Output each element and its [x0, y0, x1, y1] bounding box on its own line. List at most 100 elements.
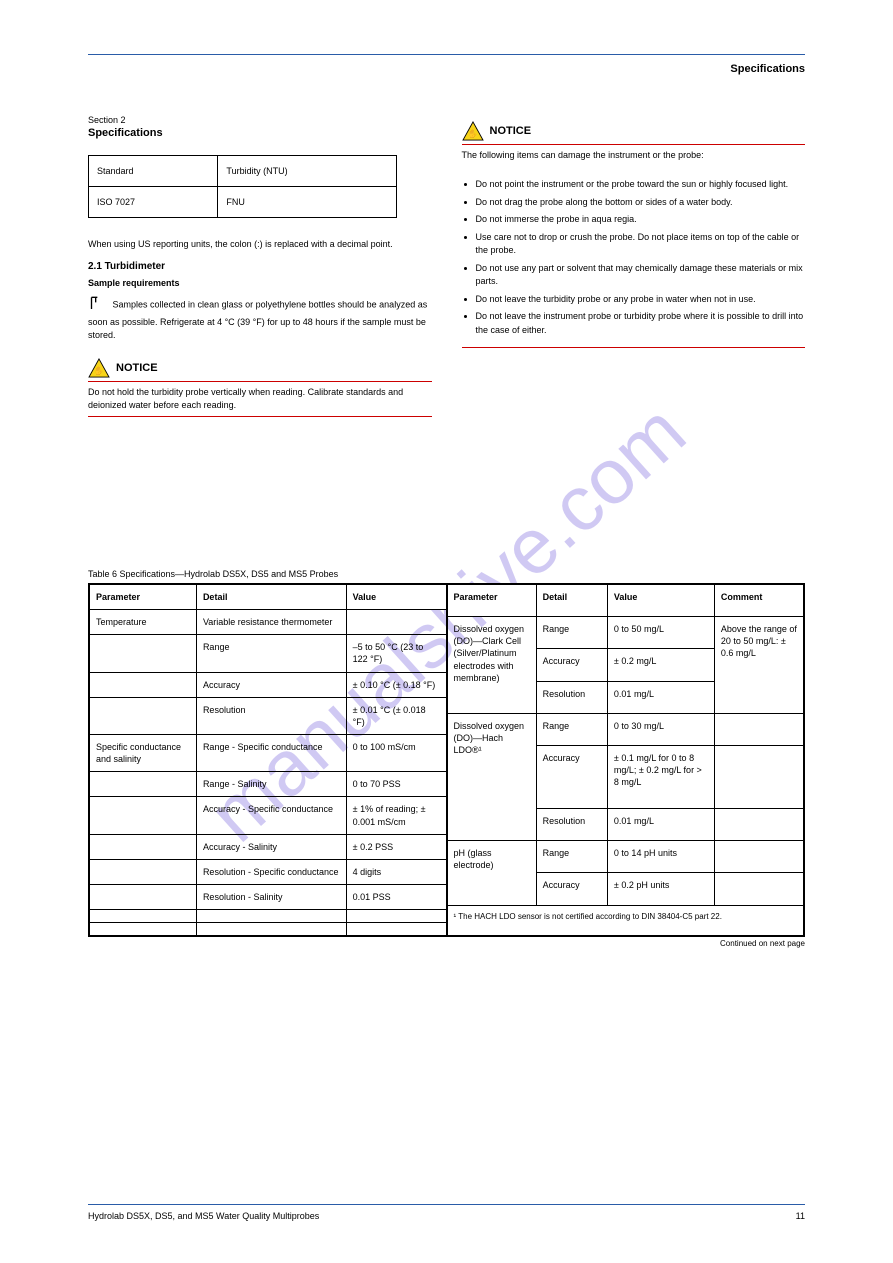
- table-row: Resolution - Specific conductance4 digit…: [90, 859, 447, 884]
- cell: Range: [536, 713, 607, 745]
- cell: [90, 923, 197, 936]
- notice-body: Do not hold the turbidity probe vertical…: [88, 386, 432, 412]
- table-row: Parameter Detail Value Comment: [447, 585, 804, 617]
- cell: [90, 672, 197, 697]
- col-header: Parameter: [90, 585, 197, 610]
- list-item: Do not leave the instrument probe or tur…: [476, 310, 806, 337]
- table-row: Specific conductance and salinityRange -…: [90, 734, 447, 771]
- col-header: Detail: [536, 585, 607, 617]
- red-rule: [462, 347, 806, 348]
- cell: ± 0.2 mg/L: [607, 649, 714, 681]
- intro-paragraph: When using US reporting units, the colon…: [88, 238, 432, 251]
- top-rule: [88, 54, 805, 55]
- cell: [714, 713, 803, 745]
- cell: Specific conductance and salinity: [90, 734, 197, 771]
- cell: Resolution - Salinity: [196, 884, 346, 909]
- cell: Range: [536, 841, 607, 873]
- table-row: Resolution - Salinity0.01 PSS: [90, 884, 447, 909]
- cell: [90, 772, 197, 797]
- warning-icon: ✋: [462, 121, 484, 141]
- footnote-cell: ¹ The HACH LDO sensor is not certified a…: [447, 905, 804, 935]
- notice-label: NOTICE: [490, 125, 532, 137]
- table-row: Dissolved oxygen (DO)—Clark Cell (Silver…: [447, 617, 804, 649]
- cell: [714, 745, 803, 808]
- cell: –5 to 50 °C (23 to 122 °F): [346, 635, 446, 672]
- red-rule: [462, 144, 806, 145]
- right-column: ✋ NOTICE The following items can damage …: [462, 115, 806, 555]
- section-title: Specifications: [88, 127, 432, 139]
- cell: Range - Salinity: [196, 772, 346, 797]
- cell: Accuracy: [196, 672, 346, 697]
- specs-tables: Parameter Detail Value TemperatureVariab…: [88, 583, 805, 937]
- turbidimeter-heading: 2.1 Turbidimeter: [88, 261, 432, 272]
- red-rule: [88, 381, 432, 382]
- cell: [714, 809, 803, 841]
- cell: Accuracy: [536, 873, 607, 905]
- sample-req-text: Samples collected in clean glass or poly…: [88, 299, 427, 340]
- cell: [90, 635, 197, 672]
- cell: Above the range of 20 to 50 mg/L: ± 0.6 …: [714, 617, 803, 714]
- table-row: ¹ The HACH LDO sensor is not certified a…: [447, 905, 804, 935]
- cell: Dissolved oxygen (DO)—Hach LDO®¹: [447, 713, 536, 841]
- cell: Range: [536, 617, 607, 649]
- spec-table-right: Parameter Detail Value Comment Dissolved…: [447, 584, 805, 936]
- cell: ± 0.01 °C (± 0.018 °F): [346, 697, 446, 734]
- cell: Temperature: [90, 610, 197, 635]
- footer-row: Hydrolab DS5X, DS5, and MS5 Water Qualit…: [88, 1211, 805, 1221]
- cell: Standard: [89, 156, 218, 187]
- cell: [90, 859, 197, 884]
- table-row: Dissolved oxygen (DO)—Hach LDO®¹ Range 0…: [447, 713, 804, 745]
- cell: Accuracy: [536, 745, 607, 808]
- cell: Range - Specific conductance: [196, 734, 346, 771]
- table-row: ISO 7027 FNU: [89, 187, 397, 218]
- list-item: Do not leave the turbidity probe or any …: [476, 293, 806, 307]
- col-header: Detail: [196, 585, 346, 610]
- notice-left: ✋ NOTICE Do not hold the turbidity probe…: [88, 358, 432, 417]
- cell: [346, 610, 446, 635]
- cell: 0.01 PSS: [346, 884, 446, 909]
- footer-page-number: 11: [796, 1211, 805, 1221]
- cell: pH (glass electrode): [447, 841, 536, 905]
- svg-text:✋: ✋: [467, 128, 477, 138]
- cell: [346, 923, 446, 936]
- notice-head: ✋ NOTICE: [88, 358, 432, 378]
- cell: 0.01 mg/L: [607, 809, 714, 841]
- page-content: Specifications Section 2 Specifications …: [0, 0, 893, 988]
- cell: [90, 910, 197, 923]
- section-label: Section 2: [88, 115, 432, 125]
- cell: FNU: [218, 187, 397, 218]
- cell: Accuracy: [536, 649, 607, 681]
- col-header: Parameter: [447, 585, 536, 617]
- table6-label: Table 6 Specifications—Hydrolab DS5X, DS…: [88, 569, 805, 579]
- notice-label: NOTICE: [116, 362, 158, 374]
- cell: [714, 873, 803, 905]
- grades-table: Standard Turbidity (NTU) ISO 7027 FNU: [88, 155, 397, 218]
- cell: ± 0.1 mg/L for 0 to 8 mg/L; ± 0.2 mg/L f…: [607, 745, 714, 808]
- cell: [90, 797, 197, 834]
- table-row: Accuracy - Salinity± 0.2 PSS: [90, 834, 447, 859]
- notice-body: The following items can damage the instr…: [462, 149, 806, 162]
- list-item: Do not use any part or solvent that may …: [476, 262, 806, 289]
- cell: ± 0.2 pH units: [607, 873, 714, 905]
- cell: Range: [196, 635, 346, 672]
- table-row: Range - Salinity0 to 70 PSS: [90, 772, 447, 797]
- cell: 0 to 14 pH units: [607, 841, 714, 873]
- cell: 0 to 70 PSS: [346, 772, 446, 797]
- table-row: pH (glass electrode) Range 0 to 14 pH un…: [447, 841, 804, 873]
- page-header: Specifications: [88, 63, 805, 75]
- table-row: TemperatureVariable resistance thermomet…: [90, 610, 447, 635]
- table-row: Resolution± 0.01 °C (± 0.018 °F): [90, 697, 447, 734]
- list-item: Do not point the instrument or the probe…: [476, 178, 806, 192]
- table-row: Standard Turbidity (NTU): [89, 156, 397, 187]
- checkmark-icon: [88, 294, 110, 316]
- table-row: Accuracy - Specific conductance± 1% of r…: [90, 797, 447, 834]
- cell: 0 to 30 mg/L: [607, 713, 714, 745]
- cell: [196, 923, 346, 936]
- cell: [90, 884, 197, 909]
- svg-text:✋: ✋: [94, 366, 104, 376]
- spec-table-left: Parameter Detail Value TemperatureVariab…: [89, 584, 447, 936]
- cell: Variable resistance thermometer: [196, 610, 346, 635]
- table-row: [90, 923, 447, 936]
- table-row: Parameter Detail Value: [90, 585, 447, 610]
- cell: [90, 697, 197, 734]
